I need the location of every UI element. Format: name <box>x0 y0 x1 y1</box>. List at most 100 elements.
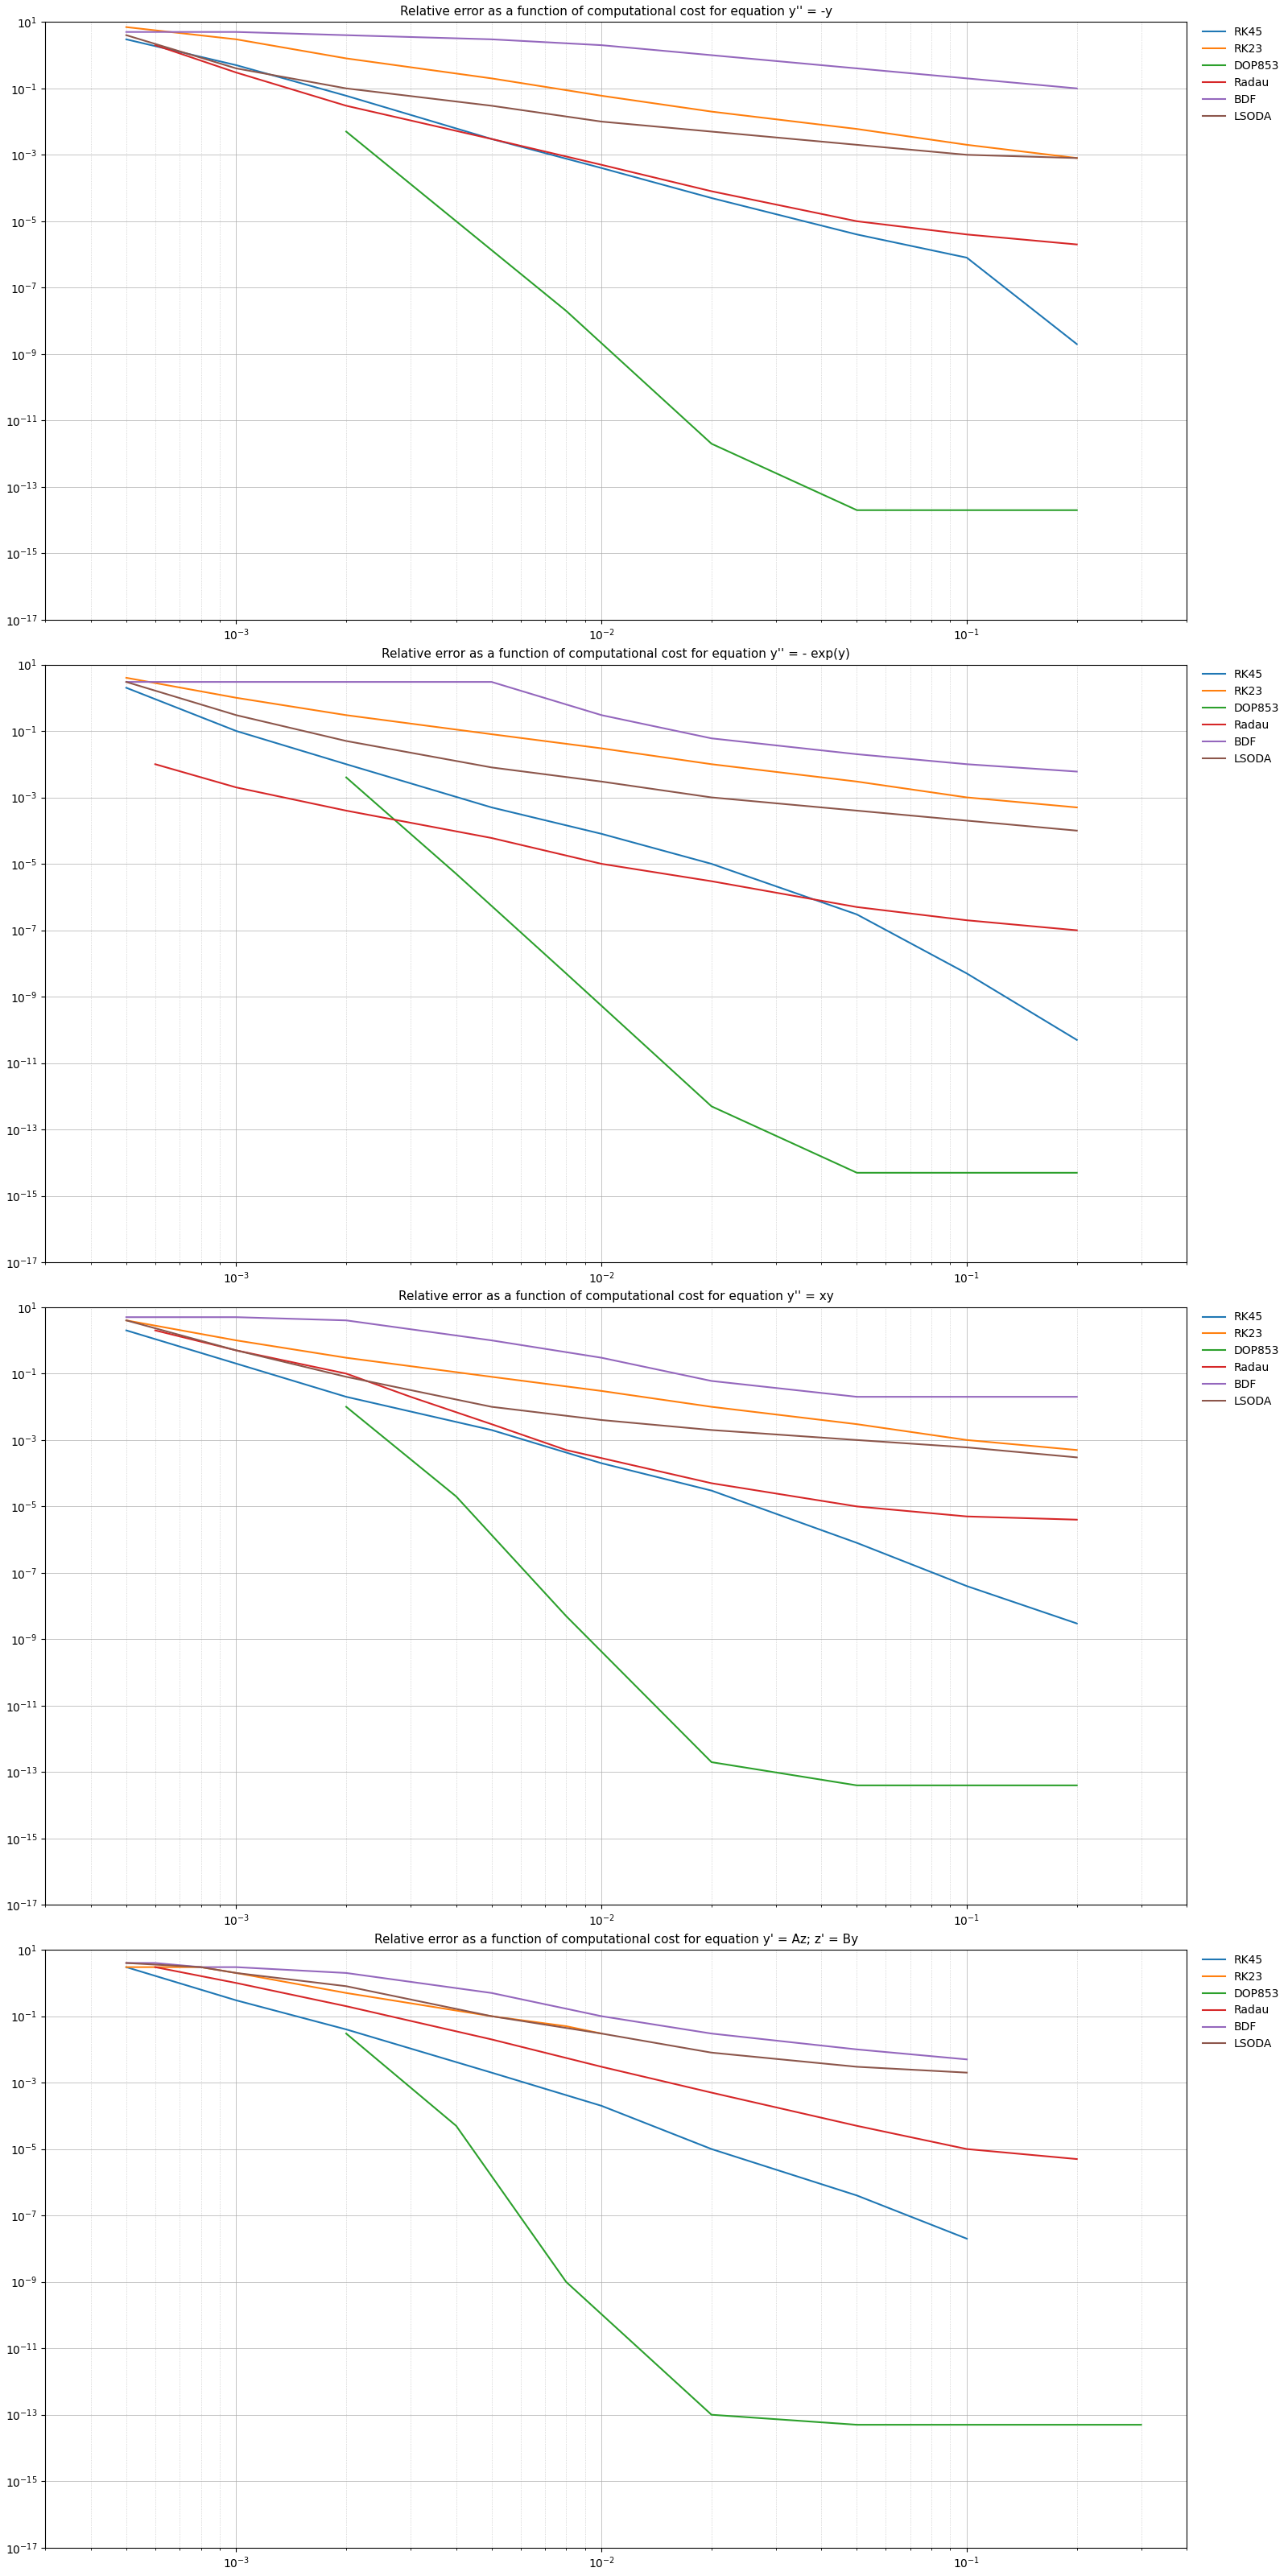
RK23 <box>1069 142 1084 173</box>
LSODA <box>484 2002 500 2032</box>
BDF <box>849 1381 864 1412</box>
DOP853 <box>559 1600 574 1631</box>
RK23 <box>559 2012 574 2043</box>
Line: DOP853: DOP853 <box>346 131 1077 510</box>
Line: RK45: RK45 <box>126 1968 967 2239</box>
BDF <box>960 2043 975 2074</box>
Radau <box>148 1953 164 1984</box>
Line: BDF: BDF <box>126 683 1077 773</box>
BDF <box>849 54 864 85</box>
BDF <box>484 667 500 698</box>
Radau <box>960 2133 975 2164</box>
RK23 <box>484 1360 500 1391</box>
Radau <box>849 891 864 922</box>
DOP853 <box>448 858 464 889</box>
LSODA <box>1069 142 1084 173</box>
DOP853 <box>559 2267 574 2298</box>
RK45 <box>339 80 354 111</box>
Radau <box>1069 229 1084 260</box>
Radau <box>849 206 864 237</box>
LSODA <box>960 1432 975 1463</box>
DOP853 <box>339 116 354 147</box>
DOP853 <box>448 206 464 237</box>
RK45 <box>484 1414 500 1445</box>
LSODA <box>594 2017 609 2048</box>
RK23 <box>849 1409 864 1440</box>
LSODA <box>118 1947 134 1978</box>
Radau <box>148 31 164 62</box>
RK23 <box>1069 791 1084 822</box>
RK45 <box>118 23 134 54</box>
RK45 <box>228 49 243 80</box>
RK23 <box>703 95 719 126</box>
RK23 <box>484 2002 500 2032</box>
RK23 <box>118 13 134 44</box>
LSODA <box>339 72 354 103</box>
BDF <box>193 667 209 698</box>
Radau <box>339 90 354 121</box>
DOP853 <box>1069 2409 1084 2439</box>
LSODA <box>339 726 354 757</box>
Radau <box>1069 914 1084 945</box>
Radau <box>849 1492 864 1522</box>
RK45 <box>703 2133 719 2164</box>
DOP853 <box>559 296 574 327</box>
Title: Relative error as a function of computational cost for equation y'' = -y: Relative error as a function of computat… <box>399 5 832 18</box>
RK23 <box>703 1391 719 1422</box>
LSODA <box>484 752 500 783</box>
BDF <box>118 15 134 46</box>
LSODA <box>484 90 500 121</box>
RK45 <box>960 2223 975 2254</box>
RK45 <box>1069 1607 1084 1638</box>
DOP853 <box>849 2409 864 2439</box>
RK23 <box>849 765 864 796</box>
RK23 <box>960 129 975 160</box>
DOP853 <box>849 1770 864 1801</box>
Title: Relative error as a function of computational cost for equation y'' = - exp(y): Relative error as a function of computat… <box>381 649 850 659</box>
BDF <box>193 1953 209 1984</box>
Line: LSODA: LSODA <box>126 683 1077 829</box>
LSODA <box>703 783 719 814</box>
Legend: RK45, RK23, DOP853, Radau, BDF, LSODA: RK45, RK23, DOP853, Radau, BDF, LSODA <box>1198 665 1284 770</box>
RK23 <box>703 750 719 781</box>
Radau <box>403 1381 419 1412</box>
BDF <box>960 750 975 781</box>
LSODA <box>960 139 975 170</box>
BDF <box>118 667 134 698</box>
LSODA <box>193 1953 209 1984</box>
Line: DOP853: DOP853 <box>346 778 1077 1172</box>
RK45 <box>118 672 134 703</box>
Radau <box>228 57 243 88</box>
RK23 <box>118 662 134 693</box>
DOP853 <box>1069 1157 1084 1188</box>
BDF <box>148 1947 164 1978</box>
Line: BDF: BDF <box>126 1316 1077 1396</box>
RK45 <box>849 899 864 930</box>
Radau <box>484 124 500 155</box>
BDF <box>228 1301 243 1332</box>
Radau <box>703 1468 719 1499</box>
Radau <box>960 904 975 935</box>
RK23 <box>339 1978 354 2009</box>
RK23 <box>118 1953 134 1984</box>
Radau <box>703 175 719 206</box>
RK45 <box>594 819 609 850</box>
LSODA <box>339 1971 354 2002</box>
Radau <box>960 219 975 250</box>
Line: DOP853: DOP853 <box>346 1406 1077 1785</box>
RK23 <box>193 1953 209 1984</box>
Radau <box>148 1314 164 1345</box>
Radau <box>339 796 354 827</box>
Radau <box>339 1358 354 1388</box>
DOP853 <box>448 2110 464 2141</box>
RK23 <box>118 1306 134 1337</box>
RK23 <box>960 1425 975 1455</box>
Line: RK23: RK23 <box>126 1968 601 2032</box>
LSODA <box>594 106 609 137</box>
LSODA <box>118 1306 134 1337</box>
LSODA <box>228 701 243 732</box>
BDF <box>849 2035 864 2066</box>
BDF <box>594 31 609 62</box>
RK45 <box>1069 330 1084 361</box>
Radau <box>1069 2143 1084 2174</box>
